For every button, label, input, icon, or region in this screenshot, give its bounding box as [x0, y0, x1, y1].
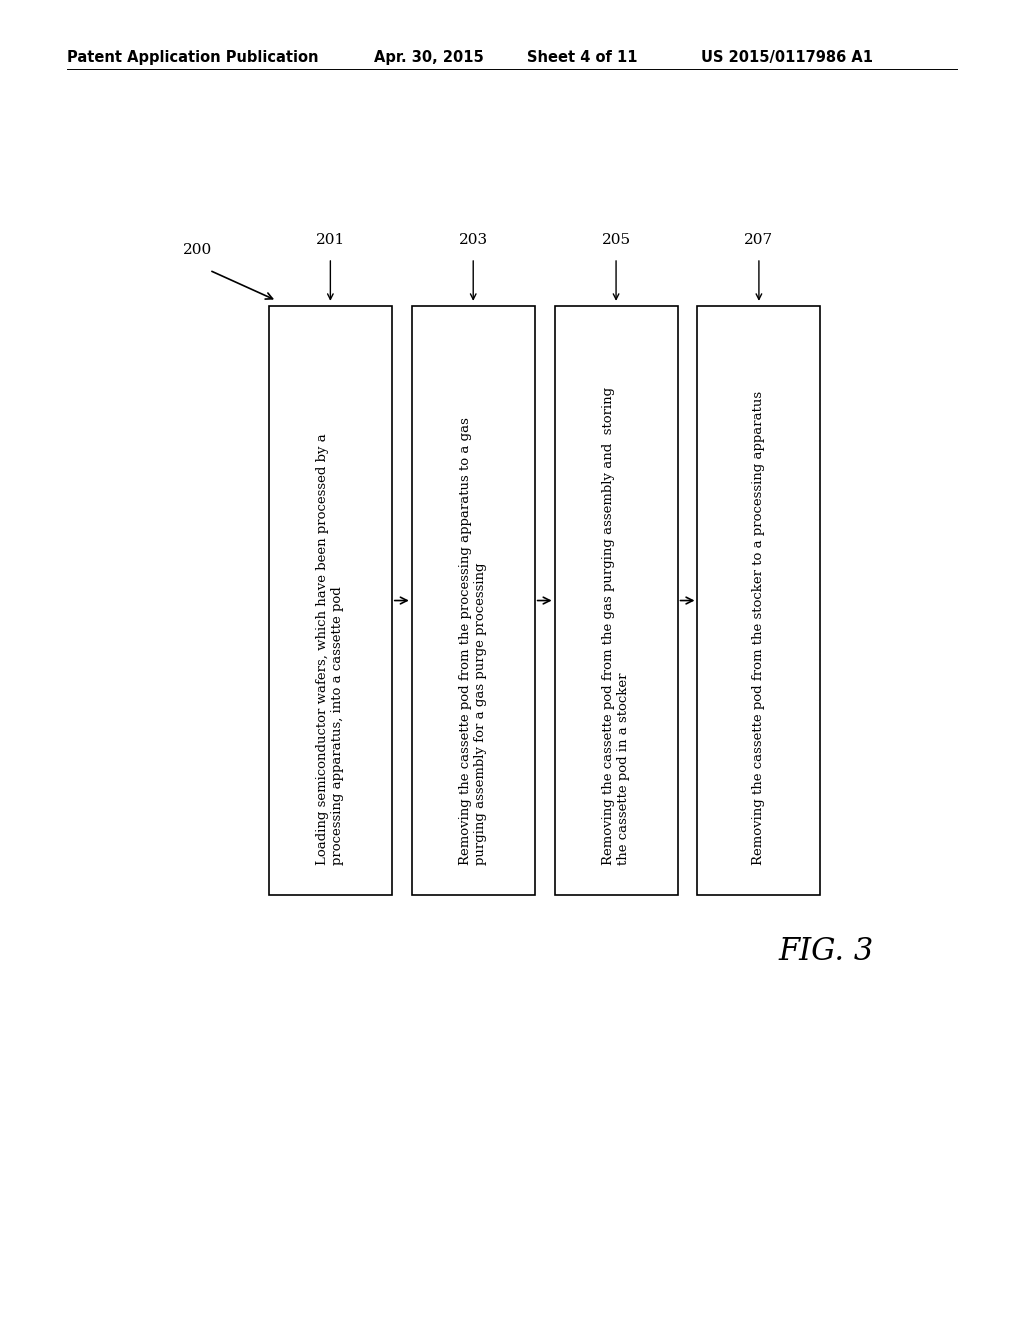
Text: 203: 203 — [459, 232, 487, 247]
Text: Patent Application Publication: Patent Application Publication — [67, 50, 318, 65]
Text: Removing the cassette pod from the stocker to a processing apparatus: Removing the cassette pod from the stock… — [753, 391, 765, 865]
Text: 201: 201 — [315, 232, 345, 247]
Text: Removing the cassette pod from the gas purging assembly and  storing
the cassett: Removing the cassette pod from the gas p… — [602, 387, 630, 865]
Text: 205: 205 — [601, 232, 631, 247]
Bar — [269, 306, 392, 895]
Bar — [412, 306, 535, 895]
Bar — [555, 306, 678, 895]
Text: Removing the cassette pod from the processing apparatus to a gas
purging assembl: Removing the cassette pod from the proce… — [459, 417, 487, 865]
Text: 207: 207 — [744, 232, 773, 247]
Text: Sheet 4 of 11: Sheet 4 of 11 — [527, 50, 638, 65]
Text: 200: 200 — [183, 243, 212, 257]
Text: Loading semiconductor wafers, which have been processed by a
processing apparatu: Loading semiconductor wafers, which have… — [316, 433, 344, 865]
Bar — [697, 306, 820, 895]
Text: FIG. 3: FIG. 3 — [778, 936, 874, 966]
Text: Apr. 30, 2015: Apr. 30, 2015 — [374, 50, 483, 65]
Text: US 2015/0117986 A1: US 2015/0117986 A1 — [701, 50, 873, 65]
